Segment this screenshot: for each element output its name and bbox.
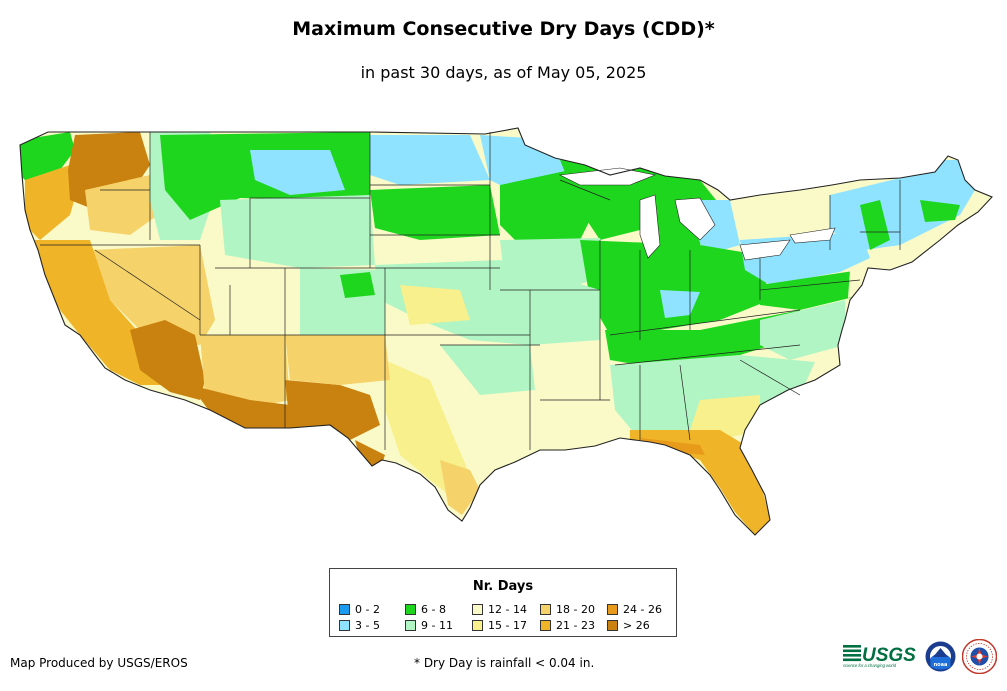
zone-ks-yellow <box>400 285 470 325</box>
legend-item-6-8: 6 - 8 <box>405 603 446 617</box>
legend-item-21-23: 21 - 23 <box>540 619 595 633</box>
legend-item-0-2: 0 - 2 <box>339 603 380 617</box>
legend-item-12-14: 12 - 14 <box>472 603 527 617</box>
zone-se-lightgreen <box>610 355 815 440</box>
legend-swatch-15-17 <box>472 620 483 631</box>
legend-label-0-2: 0 - 2 <box>355 603 380 616</box>
dry-day-footnote: * Dry Day is rainfall < 0.04 in. <box>414 656 595 670</box>
legend-swatch-over-26 <box>607 620 618 631</box>
zone-ga-yellow <box>690 395 760 440</box>
legend-label-9-11: 9 - 11 <box>421 619 453 632</box>
legend-label-12-14: 12 - 14 <box>488 603 527 616</box>
legend-swatch-0-2 <box>339 604 350 615</box>
zone-pnw-green <box>20 132 75 185</box>
legend-swatch-9-11 <box>405 620 416 631</box>
legend-label-over-26: > 26 <box>623 619 650 632</box>
state-boundaries <box>40 132 901 450</box>
zone-nm-gold <box>285 335 390 385</box>
zone-ne-ks-lightgreen <box>375 260 600 345</box>
zone-nevada-gold <box>90 245 215 345</box>
legend-swatch-6-8 <box>405 604 416 615</box>
zone-pa-green <box>760 270 862 310</box>
legend-swatch-12-14 <box>472 604 483 615</box>
legend-swatch-3-5 <box>339 620 350 631</box>
usgs-logo: USGS science for a changing world <box>843 645 916 668</box>
zone-maine-blue <box>932 160 968 200</box>
legend-item-18-20: 18 - 20 <box>540 603 595 617</box>
legend-item-24-26: 24 - 26 <box>607 603 662 617</box>
zone-nm-dark <box>285 380 380 440</box>
zone-gulf-orange <box>630 430 770 535</box>
usgs-wordmark: USGS <box>862 645 916 666</box>
zone-tx-gold <box>440 460 480 515</box>
legend-swatch-24-26 <box>607 604 618 615</box>
usgs-tagline: science for a changing world <box>843 663 897 668</box>
legend-label-3-5: 3 - 5 <box>355 619 380 632</box>
legend-label-6-8: 6 - 8 <box>421 603 446 616</box>
zone-wyoming-lightgreen <box>220 195 375 268</box>
legend-label-15-17: 15 - 17 <box>488 619 527 632</box>
legend-item-15-17: 15 - 17 <box>472 619 527 633</box>
zone-montana-blue <box>250 150 345 195</box>
legend-title: Nr. Days <box>472 579 534 594</box>
producer-credit: Map Produced by USGS/EROS <box>10 656 188 670</box>
noaa-wordmark: noaa <box>934 662 948 668</box>
zone-or-coast-orange <box>25 165 80 240</box>
legend: Nr. Days 0 - 2 3 - 5 6 - 8 9 - 11 12 - 1… <box>329 568 677 637</box>
legend-label-18-20: 18 - 20 <box>556 603 595 616</box>
zone-sd-green <box>370 185 500 240</box>
zone-california-south-dark <box>130 320 205 400</box>
zone-az-gold <box>200 335 290 410</box>
zone-nj-yellow <box>848 268 868 298</box>
zone-va-lightgreen <box>760 300 845 360</box>
legend-swatch-18-20 <box>540 604 551 615</box>
legend-item-9-11: 9 - 11 <box>405 619 453 633</box>
legend-item-over-26: > 26 <box>607 619 650 633</box>
zone-nd-blue <box>370 135 490 185</box>
zone-utah-pale <box>215 265 300 335</box>
legend-label-21-23: 21 - 23 <box>556 619 595 632</box>
legend-swatch-21-23 <box>540 620 551 631</box>
usgs-wave-icon <box>843 645 861 662</box>
zone-co-green-patch <box>340 272 375 298</box>
legend-label-24-26: 24 - 26 <box>623 603 662 616</box>
map-title: Maximum Consecutive Dry Days (CDD)* <box>292 18 715 40</box>
zone-fl-coast-dark <box>640 438 705 455</box>
legend-item-3-5: 3 - 5 <box>339 619 380 633</box>
map-subtitle: in past 30 days, as of May 05, 2025 <box>360 63 647 82</box>
great-lakes <box>558 167 836 261</box>
noaa-logo: noaa <box>925 641 956 672</box>
zone-az-dark <box>190 385 295 430</box>
nws-logo <box>962 639 997 674</box>
zone-ne-green-streaks <box>860 200 960 250</box>
zone-illinois-green <box>580 240 770 335</box>
